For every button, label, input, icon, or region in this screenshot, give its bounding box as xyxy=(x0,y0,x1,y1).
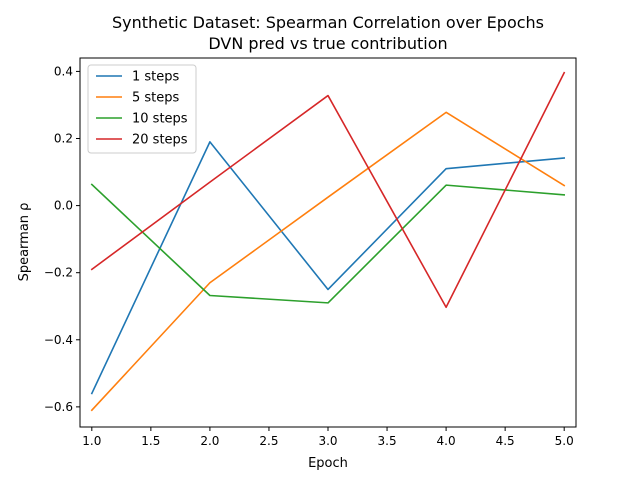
legend-label: 5 steps xyxy=(132,91,180,106)
x-axis: 1.0 1.5 2.0 2.5 3.0 3.5 4.0 4.5 5.0 xyxy=(82,427,574,448)
y-tick-label: −0.4 xyxy=(44,333,73,347)
y-axis-label: Spearman ρ xyxy=(17,203,32,282)
series-line-4 xyxy=(90,71,566,309)
series-line-2 xyxy=(90,111,566,412)
y-tick-label: 0.4 xyxy=(54,64,73,78)
y-axis: −0.6 −0.4 −0.2 0.0 0.2 0.4 xyxy=(44,64,80,414)
y-tick-label: 0.0 xyxy=(54,199,73,213)
legend-label: 20 steps xyxy=(132,133,188,148)
x-tick-label: 1.5 xyxy=(141,434,160,448)
y-tick-label: −0.6 xyxy=(44,400,73,414)
x-tick-label: 3.5 xyxy=(378,434,397,448)
x-axis-label: Epoch xyxy=(308,456,348,471)
legend: 1 steps 5 steps 10 steps 20 steps xyxy=(87,64,197,154)
chart-title: Synthetic Dataset: Spearman Correlation … xyxy=(112,13,544,32)
x-tick-label: 2.0 xyxy=(200,434,219,448)
series-line-3 xyxy=(90,183,566,304)
y-tick-label: −0.2 xyxy=(44,266,73,280)
plot-lines xyxy=(90,71,566,412)
legend-box xyxy=(87,64,197,154)
legend-label: 10 steps xyxy=(132,112,188,127)
x-tick-label: 3.0 xyxy=(318,434,337,448)
y-tick-label: 0.2 xyxy=(54,132,73,146)
chart-subtitle: DVN pred vs true contribution xyxy=(208,34,447,53)
series-line-1 xyxy=(90,141,566,395)
x-tick-label: 4.5 xyxy=(496,434,515,448)
x-tick-label: 1.0 xyxy=(82,434,101,448)
x-tick-label: 2.5 xyxy=(259,434,278,448)
x-tick-label: 4.0 xyxy=(437,434,456,448)
legend-label: 1 steps xyxy=(132,70,180,85)
x-tick-label: 5.0 xyxy=(555,434,574,448)
